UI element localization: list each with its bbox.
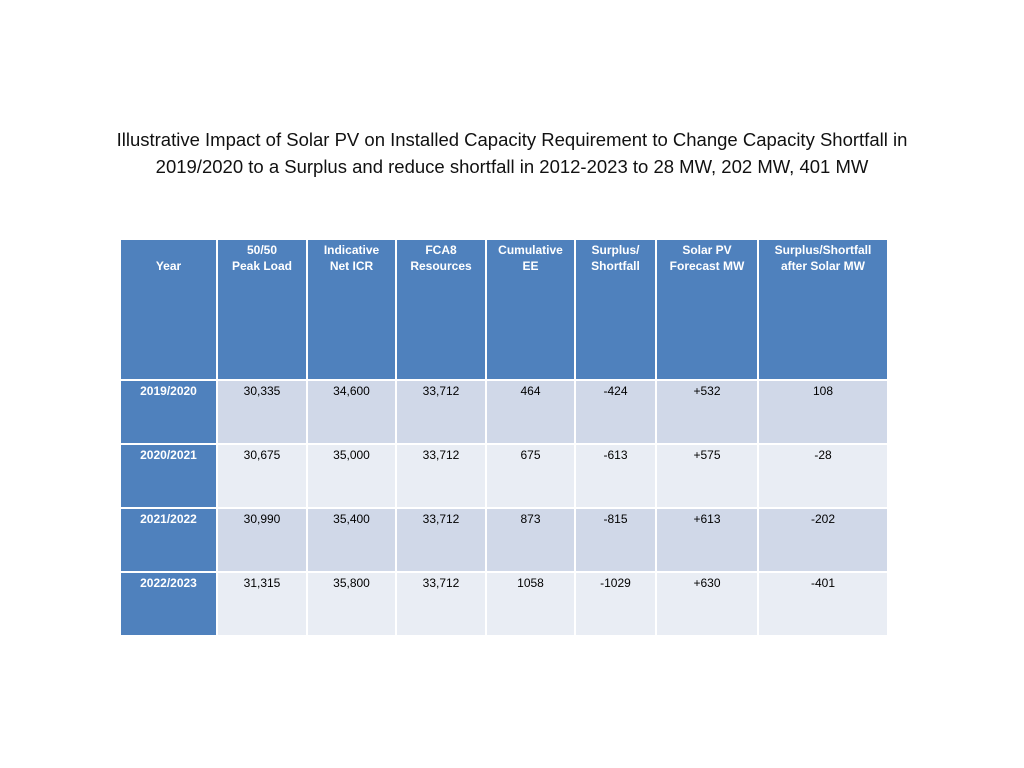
column-header-peak-load: 50/50 Peak Load	[216, 238, 308, 381]
table-row: 2019/2020 30,335 34,600 33,712 464 -424 …	[119, 379, 889, 445]
table-cell: 1058	[485, 571, 576, 637]
table-cell: 33,712	[395, 571, 487, 637]
column-header-surplus-shortfall: Surplus/ Shortfall	[574, 238, 657, 381]
table-cell: -401	[757, 571, 889, 637]
column-header-solar-pv-forecast: Solar PV Forecast MW	[655, 238, 759, 381]
table-cell: -424	[574, 379, 657, 445]
table-header-row: Year 50/50 Peak Load Indicative Net ICR …	[119, 238, 889, 381]
column-header-fca8-resources: FCA8 Resources	[395, 238, 487, 381]
table-cell: 35,400	[306, 507, 397, 573]
table-cell: 873	[485, 507, 576, 573]
table-cell: +630	[655, 571, 759, 637]
table-cell: 34,600	[306, 379, 397, 445]
title-line-2: 2019/2020 to a Surplus and reduce shortf…	[155, 156, 869, 177]
table-row: 2020/2021 30,675 35,000 33,712 675 -613 …	[119, 443, 889, 509]
table-row: 2022/2023 31,315 35,800 33,712 1058 -102…	[119, 571, 889, 637]
table-cell: 35,000	[306, 443, 397, 509]
table-row: 2021/2022 30,990 35,400 33,712 873 -815 …	[119, 507, 889, 573]
table-cell: 33,712	[395, 443, 487, 509]
column-header-net-icr: Indicative Net ICR	[306, 238, 397, 381]
row-year-cell: 2019/2020	[119, 379, 218, 445]
title-line-1: Illustrative Impact of Solar PV on Insta…	[116, 129, 908, 150]
row-year-cell: 2021/2022	[119, 507, 218, 573]
table-cell: 33,712	[395, 507, 487, 573]
table-cell: 30,335	[216, 379, 308, 445]
table-cell: +532	[655, 379, 759, 445]
table-cell: 675	[485, 443, 576, 509]
table-cell: -1029	[574, 571, 657, 637]
column-header-after-solar: Surplus/Shortfall after Solar MW	[757, 238, 889, 381]
column-header-year: Year	[119, 238, 218, 381]
table-cell: +575	[655, 443, 759, 509]
row-year-cell: 2022/2023	[119, 571, 218, 637]
table-cell: 30,990	[216, 507, 308, 573]
column-header-cumulative-ee: Cumulative EE	[485, 238, 576, 381]
table-cell: 31,315	[216, 571, 308, 637]
table-cell: +613	[655, 507, 759, 573]
table-cell: 30,675	[216, 443, 308, 509]
table-cell: 33,712	[395, 379, 487, 445]
table-cell: 464	[485, 379, 576, 445]
page-title: Illustrative Impact of Solar PV on Insta…	[60, 126, 964, 180]
table-cell: -613	[574, 443, 657, 509]
row-year-cell: 2020/2021	[119, 443, 218, 509]
table-cell: 108	[757, 379, 889, 445]
capacity-table: Year 50/50 Peak Load Indicative Net ICR …	[119, 238, 889, 637]
table-cell: -28	[757, 443, 889, 509]
table-cell: 35,800	[306, 571, 397, 637]
table-cell: -202	[757, 507, 889, 573]
table-cell: -815	[574, 507, 657, 573]
